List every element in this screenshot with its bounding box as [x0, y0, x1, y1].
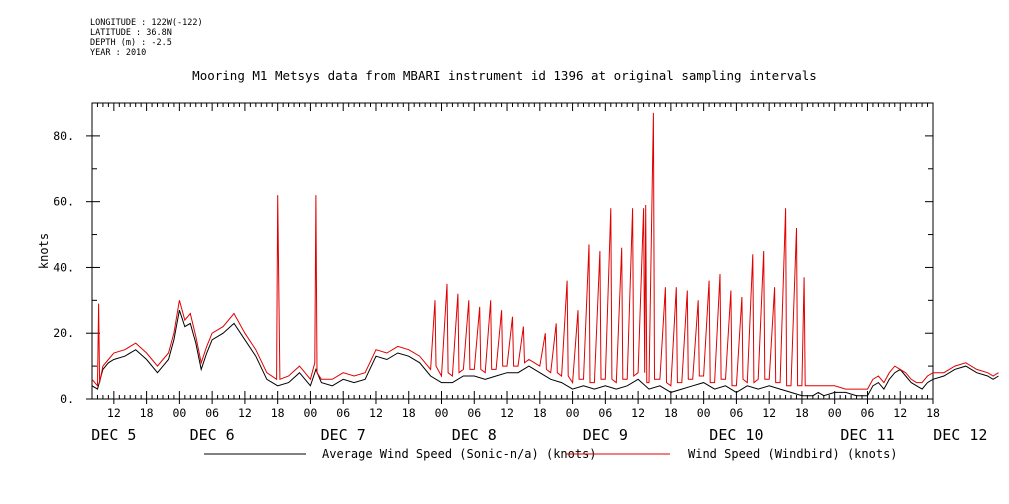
- y-tick-label: 80.: [53, 129, 74, 143]
- y-tick-label: 60.: [53, 195, 74, 209]
- y-tick-label: 20.: [53, 326, 74, 340]
- x-tick-label: 12: [631, 406, 645, 420]
- x-tick-label: 18: [795, 406, 809, 420]
- y-tick-label: 40.: [53, 260, 74, 274]
- tick-layer: 12 18 00 06 12 18 00 06 12 18 00 06 12 18 00 06 12 18 00 06…: [53, 102, 987, 444]
- x-tick-label: 12: [369, 406, 383, 420]
- longitude-label: LONGITUDE : 122W(-122): [90, 18, 203, 28]
- x-day-label: DEC 5: [91, 426, 136, 444]
- x-tick-label: 12: [893, 406, 907, 420]
- depth-label: DEPTH (m) : -2.5: [90, 38, 172, 48]
- x-tick-label: 06: [467, 406, 481, 420]
- x-tick-label: 18: [926, 406, 940, 420]
- legend-label-1: Average Wind Speed (Sonic-n/a) (knots): [322, 447, 597, 461]
- x-tick-label: 18: [664, 406, 678, 420]
- x-tick-label: 12: [762, 406, 776, 420]
- x-tick-label: 00: [566, 406, 580, 420]
- x-tick-label: 12: [238, 406, 252, 420]
- x-tick-label: 18: [140, 406, 154, 420]
- x-tick-label: 00: [828, 406, 842, 420]
- x-day-label: DEC 10: [709, 426, 763, 444]
- x-day-label: DEC 12: [933, 426, 987, 444]
- year-label: YEAR : 2010: [90, 48, 147, 58]
- chart-title: Mooring M1 Metsys data from MBARI instru…: [192, 68, 817, 83]
- x-tick-label: 06: [205, 406, 219, 420]
- x-tick-label: 18: [533, 406, 547, 420]
- x-tick-label: 00: [435, 406, 449, 420]
- x-day-label: DEC 7: [321, 426, 366, 444]
- x-tick-label: 06: [598, 406, 612, 420]
- x-tick-label: 12: [107, 406, 121, 420]
- plot-frame: [91, 102, 934, 400]
- x-tick-label: 18: [271, 406, 285, 420]
- latitude-label: LATITUDE : 36.8N: [90, 28, 172, 38]
- series-line-1: [91, 310, 999, 397]
- legend-label-2: Wind Speed (Windbird) (knots): [688, 447, 898, 461]
- x-tick-label: 06: [729, 406, 743, 420]
- x-day-label: DEC 6: [190, 426, 235, 444]
- metadata-block: LONGITUDE : 122W(-122) LATITUDE : 36.8N …: [90, 18, 203, 58]
- y-axis-label: knots: [37, 233, 51, 269]
- series-line-2: [91, 112, 999, 390]
- x-day-label: DEC 8: [452, 426, 497, 444]
- x-tick-label: 18: [402, 406, 416, 420]
- x-tick-label: 00: [172, 406, 186, 420]
- x-day-label: DEC 9: [583, 426, 628, 444]
- legend: Average Wind Speed (Sonic-n/a) (knots) Wi…: [204, 447, 898, 461]
- x-day-label: DEC 11: [840, 426, 894, 444]
- x-tick-label: 06: [336, 406, 350, 420]
- x-tick-label: 00: [697, 406, 711, 420]
- x-tick-label: 00: [304, 406, 318, 420]
- y-tick-label: 0.: [60, 392, 74, 406]
- series-layer: [91, 112, 999, 397]
- x-tick-label: 06: [861, 406, 875, 420]
- x-tick-label: 12: [500, 406, 514, 420]
